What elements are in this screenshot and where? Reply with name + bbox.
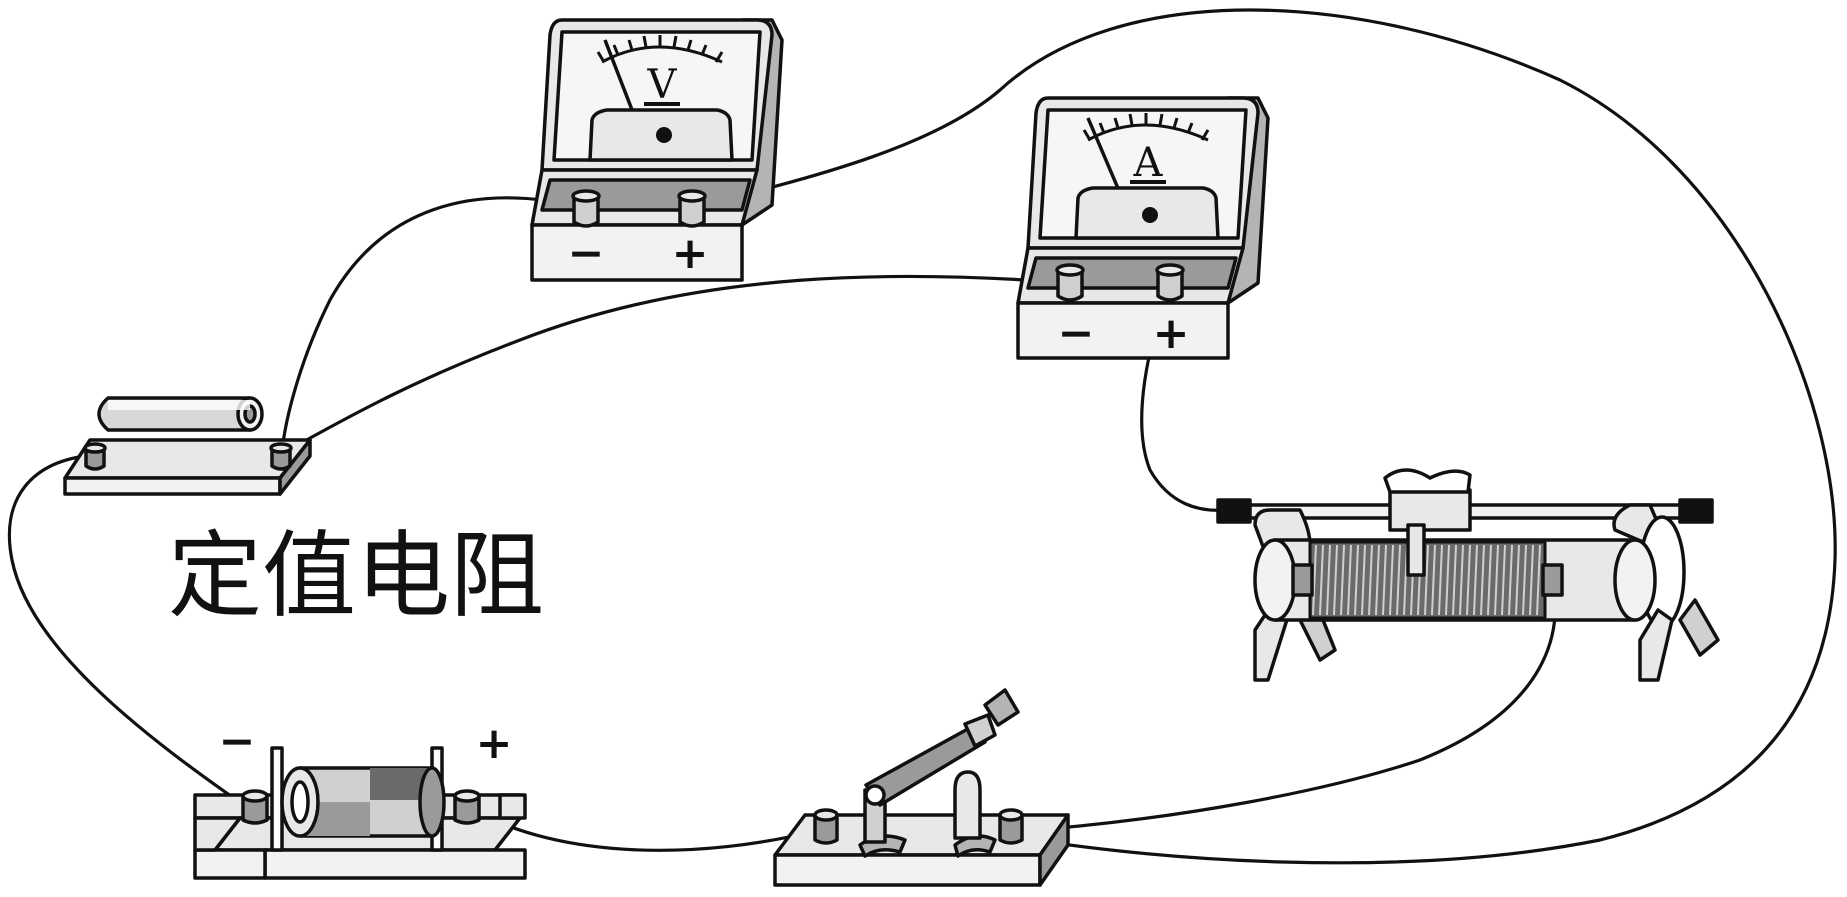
coil-winding <box>1431 544 1436 616</box>
ammeter-minus-label: − <box>1058 308 1095 359</box>
coil-winding <box>1333 544 1338 616</box>
coil-winding <box>1508 544 1513 616</box>
coil-winding <box>1459 544 1464 616</box>
wire-voltmeter-plus-to-rheostat <box>691 8 1837 865</box>
coil-winding <box>1466 544 1471 616</box>
coil-winding <box>1382 544 1387 616</box>
voltmeter-pivot <box>656 127 672 143</box>
coil-winding <box>1347 544 1352 616</box>
wire-resistor-to-battery <box>7 453 249 810</box>
coil-winding <box>1375 544 1380 616</box>
sliding-rheostat <box>1216 468 1720 682</box>
coil-winding <box>1368 544 1373 616</box>
ammeter-plus-label: + <box>1153 308 1190 359</box>
fixed-resistor <box>63 396 312 496</box>
rheostat-slider[interactable] <box>1383 468 1472 577</box>
coil-winding <box>1522 544 1527 616</box>
voltmeter: V − + <box>530 18 784 282</box>
coil-winding <box>1536 544 1541 616</box>
ammeter: A − + <box>1016 96 1270 360</box>
coil-winding <box>1452 544 1457 616</box>
voltmeter-scale-arc <box>601 45 723 64</box>
coil-winding <box>1361 544 1366 616</box>
wires <box>7 8 1837 865</box>
coil-winding <box>1515 544 1520 616</box>
coil-winding <box>1487 544 1492 616</box>
coil-winding <box>1473 544 1478 616</box>
battery-terminal-plus[interactable] <box>453 789 481 825</box>
voltmeter-terminal-minus[interactable] <box>571 189 601 228</box>
coil-winding <box>1396 544 1401 616</box>
resistor-terminal-right[interactable] <box>269 442 293 471</box>
coil-winding <box>1424 544 1429 616</box>
switch-terminal-right[interactable] <box>998 808 1024 845</box>
wire-ammeter-minus-to-resistor <box>284 274 1071 454</box>
ammeter-scale-arc <box>1087 123 1209 142</box>
voltmeter-plus-label: + <box>672 228 709 279</box>
knife-switch[interactable] <box>773 688 1070 887</box>
coil-winding <box>1389 544 1394 616</box>
ammeter-symbol: A <box>1133 140 1164 186</box>
voltmeter-terminal-plus[interactable] <box>677 189 707 228</box>
battery-plus-label: + <box>476 718 513 769</box>
coil-winding <box>1319 544 1324 616</box>
coil-winding <box>1438 544 1443 616</box>
rheostat-coil-windings <box>1312 544 1541 616</box>
coil-winding <box>1480 544 1485 616</box>
wire-voltmeter-minus-to-resistor <box>280 196 587 453</box>
resistor-terminal-left[interactable] <box>83 442 107 471</box>
coil-winding <box>1494 544 1499 616</box>
wire-switch-to-rheostat <box>1009 594 1558 834</box>
coil-winding <box>1354 544 1359 616</box>
ammeter-pivot <box>1142 207 1158 223</box>
switch-terminal-left[interactable] <box>813 808 839 845</box>
battery <box>193 746 527 880</box>
battery-terminal-minus[interactable] <box>241 789 269 825</box>
fixed-resistor-label: 定值电阻 <box>168 522 544 631</box>
voltmeter-needle <box>603 39 636 116</box>
coil-winding <box>1529 544 1534 616</box>
coil-winding <box>1501 544 1506 616</box>
coil-winding <box>1445 544 1450 616</box>
voltmeter-symbol: V <box>647 62 678 108</box>
coil-winding <box>1312 544 1317 616</box>
ammeter-terminal-plus[interactable] <box>1155 263 1185 302</box>
voltmeter-minus-label: − <box>568 228 605 279</box>
coil-winding <box>1340 544 1345 616</box>
ammeter-terminal-minus[interactable] <box>1055 263 1085 302</box>
ammeter-needle <box>1086 117 1122 194</box>
coil-winding <box>1326 544 1331 616</box>
battery-minus-label: − <box>219 716 256 767</box>
